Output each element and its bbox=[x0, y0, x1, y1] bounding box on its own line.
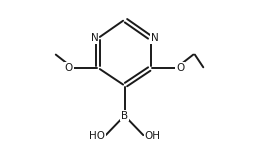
Text: O: O bbox=[176, 63, 184, 73]
Text: B: B bbox=[121, 111, 128, 121]
Text: OH: OH bbox=[144, 131, 160, 141]
Text: N: N bbox=[151, 33, 159, 43]
Text: O: O bbox=[65, 63, 73, 73]
Text: N: N bbox=[91, 33, 98, 43]
Text: HO: HO bbox=[89, 131, 105, 141]
